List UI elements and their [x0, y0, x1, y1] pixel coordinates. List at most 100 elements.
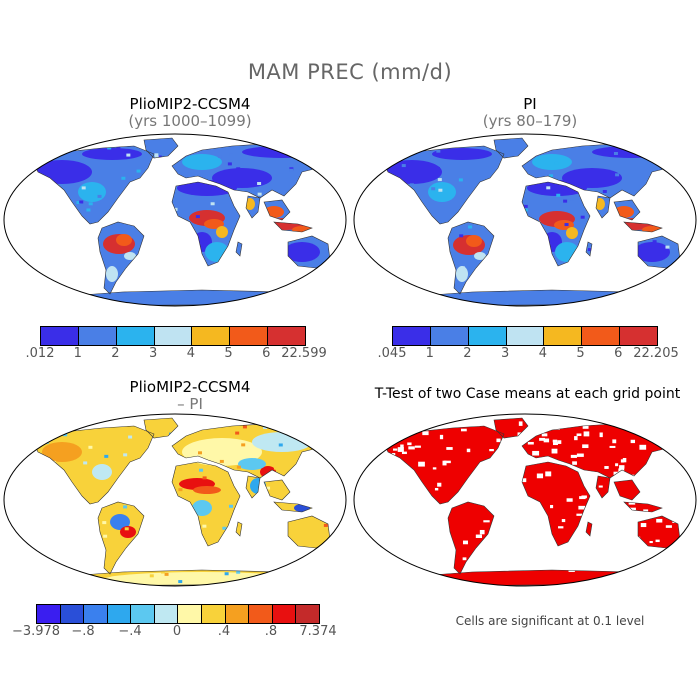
coastline-eu: [171, 143, 333, 199]
coastline-sea: [263, 479, 291, 501]
colorbar-swatch: [296, 605, 319, 623]
colorbar-tick-label: 2: [463, 346, 472, 361]
coastline-nz: [332, 267, 341, 279]
colorbar-tick-label: −.8: [71, 624, 95, 639]
map-border: [3, 413, 347, 587]
colorbar-swatch: [84, 605, 108, 623]
coastline-sea: [263, 199, 291, 221]
coastline-af: [171, 181, 241, 267]
precip-difference-map: [3, 413, 347, 587]
colorbar-pi: [392, 326, 658, 346]
panel3-title: PlioMIP2-CCSM4: [129, 378, 251, 396]
coastline-eu: [521, 423, 683, 479]
colorbar-tick-label: 5: [576, 346, 585, 361]
coastline-na: [381, 145, 505, 225]
colorbar-swatch: [544, 327, 583, 345]
colorbar-swatch: [506, 327, 545, 345]
coastline-nz: [332, 547, 341, 559]
coastline-mad: [585, 241, 593, 257]
colorbar-swatch: [154, 327, 193, 345]
colorbar-pliomip2: [40, 326, 306, 346]
coastline-idn: [273, 501, 313, 513]
colorbar-swatch: [192, 327, 231, 345]
panel1-subtitle: (yrs 1000–1099): [128, 112, 252, 130]
coastline-mad: [585, 521, 593, 537]
coastline-af: [171, 461, 241, 547]
panel4-title: T-Test of two Case means at each grid po…: [374, 386, 681, 402]
colorbar-swatch: [116, 327, 155, 345]
coastline-nz: [682, 267, 691, 279]
precip-map-pi: [353, 133, 697, 307]
coastline-na: [381, 425, 505, 505]
precip-map-pliomip2: [3, 133, 347, 307]
colorbar-labels-difference: −3.978 −.8 −.4 0 .4 .8 7.374: [12, 624, 337, 640]
colorbar-swatch: [78, 327, 117, 345]
colorbar-swatch: [178, 605, 203, 623]
coastline-grn: [143, 417, 179, 439]
coastline-idn: [623, 501, 663, 513]
colorbar-swatch: [582, 327, 621, 345]
colorbar-swatch: [620, 327, 658, 345]
map-border: [3, 133, 347, 307]
coastline-eu: [521, 143, 683, 199]
coastline-ind: [245, 475, 261, 499]
coastline-sa: [97, 221, 145, 295]
coastline-grn: [143, 137, 179, 159]
colorbar-tick-label: 4: [186, 346, 195, 361]
colorbar-tick-label: 2: [111, 346, 120, 361]
colorbar-swatch: [268, 327, 306, 345]
colorbar-difference: [36, 604, 320, 624]
colorbar-tick-label: .045: [377, 346, 407, 361]
colorbar-swatch: [468, 327, 507, 345]
colorbar-tick-label: .012: [25, 346, 55, 361]
panel3-subtitle: – PI: [177, 395, 203, 413]
coastline-nz: [682, 547, 691, 559]
colorbar-tick-label: 5: [224, 346, 233, 361]
ttest-significance-map: [353, 413, 697, 587]
coastline-mad: [235, 241, 243, 257]
colorbar-swatch: [60, 605, 85, 623]
figure-title: MAM PREC (mm/d): [247, 60, 453, 84]
coastline-af: [521, 181, 591, 267]
colorbar-swatch: [107, 605, 132, 623]
panel2-title: PI: [523, 95, 537, 113]
coastline-sa: [447, 221, 495, 295]
coastline-na: [31, 425, 155, 505]
colorbar-tick-label: 6: [614, 346, 623, 361]
coastline-grn: [493, 417, 529, 439]
significance-note: Cells are significant at 0.1 level: [455, 614, 645, 628]
colorbar-tick-label: 3: [501, 346, 510, 361]
colorbar-swatch: [430, 327, 469, 345]
coastline-ind: [245, 195, 261, 219]
colorbar-swatch: [41, 327, 79, 345]
coastline-idn: [273, 221, 313, 233]
coastline-ind: [595, 195, 611, 219]
colorbar-tick-label: .4: [217, 624, 231, 639]
colorbar-tick-label: 7.374: [299, 624, 337, 639]
colorbar-labels-pliomip2: .012 1 2 3 4 5 6 22.599: [26, 346, 327, 362]
colorbar-tick-label: 3: [149, 346, 158, 361]
colorbar-tick-label: −3.978: [11, 624, 61, 639]
colorbar-tick-label: −.4: [118, 624, 142, 639]
colorbar-tick-label: .8: [264, 624, 278, 639]
colorbar-tick-label: 1: [73, 346, 82, 361]
colorbar-swatch: [154, 605, 179, 623]
colorbar-swatch: [131, 605, 155, 623]
coastline-grn: [493, 137, 529, 159]
coastline-mad: [235, 521, 243, 537]
panel2-subtitle: (yrs 80–179): [482, 112, 578, 130]
coastline-sa: [97, 501, 145, 575]
colorbar-tick-label: 4: [538, 346, 547, 361]
coastline-eu: [171, 423, 333, 479]
map-border: [353, 413, 697, 587]
colorbar-tick-label: 22.599: [281, 346, 327, 361]
coastline-ind: [595, 475, 611, 499]
coastline-na: [31, 145, 155, 225]
colorbar-swatch: [393, 327, 431, 345]
coastline-sea: [613, 479, 641, 501]
colorbar-swatch: [249, 605, 273, 623]
colorbar-tick-label: 22.205: [633, 346, 679, 361]
coastline-sea: [613, 199, 641, 221]
colorbar-swatch: [272, 605, 297, 623]
colorbar-swatch: [202, 605, 226, 623]
